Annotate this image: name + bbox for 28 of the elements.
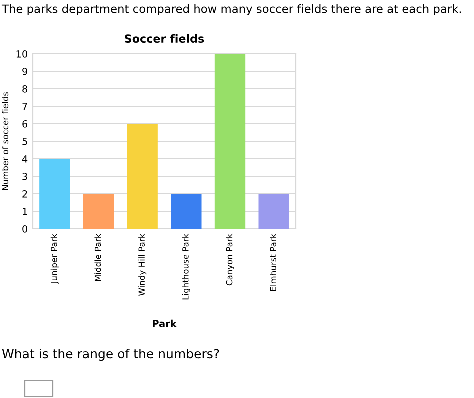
- y-axis-title: Number of soccer fields: [2, 92, 9, 190]
- x-tick-label: Canyon Park: [226, 234, 234, 286]
- chart-title: Soccer fields: [125, 34, 204, 44]
- y-tick-label: 7: [22, 103, 28, 110]
- y-tick-label: 3: [22, 172, 28, 180]
- y-tick-label: 10: [16, 50, 28, 58]
- bar: [83, 194, 114, 229]
- x-axis-title: Park: [153, 320, 178, 328]
- text: What is the range of the numbers?: [2, 348, 220, 362]
- y-tick-label: 4: [22, 156, 28, 163]
- y-tick-label: 1: [23, 208, 28, 216]
- bar: [40, 159, 70, 229]
- bar: [214, 54, 246, 229]
- y-tick-label: 9: [22, 68, 28, 76]
- text: The parks department compared how many soccer fields there are at each park.: [2, 4, 462, 16]
- x-tick-label: Middle Park: [94, 234, 102, 282]
- y-tick-label: 5: [22, 138, 28, 146]
- x-tick-label: Windy Hill Park: [138, 234, 147, 296]
- bar: [258, 194, 290, 229]
- y-tick-label: 2: [22, 190, 28, 198]
- bar: [127, 124, 158, 229]
- y-tick-label: 0: [22, 225, 28, 233]
- y-tick-label: 8: [22, 85, 28, 93]
- y-tick-label: 6: [22, 120, 28, 128]
- x-tick-label: Lighthouse Park: [182, 234, 190, 300]
- x-tick-label: Elmhurst Park: [270, 234, 276, 291]
- x-tick-label: Juniper Park: [50, 234, 59, 284]
- bar: [171, 194, 202, 229]
